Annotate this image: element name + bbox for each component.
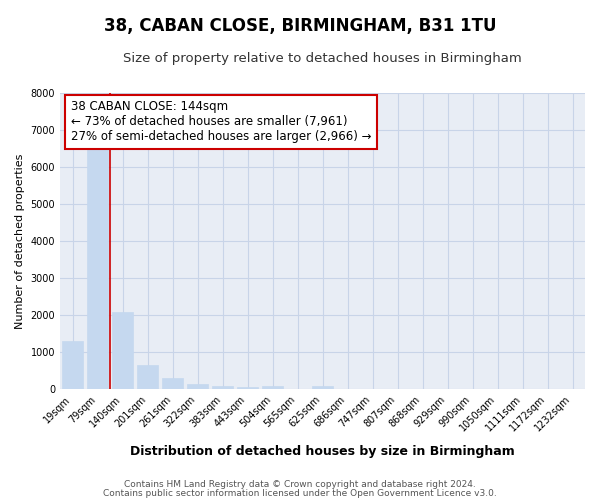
Text: Contains HM Land Registry data © Crown copyright and database right 2024.: Contains HM Land Registry data © Crown c… (124, 480, 476, 489)
Text: 38, CABAN CLOSE, BIRMINGHAM, B31 1TU: 38, CABAN CLOSE, BIRMINGHAM, B31 1TU (104, 18, 496, 36)
Text: 38 CABAN CLOSE: 144sqm
← 73% of detached houses are smaller (7,961)
27% of semi-: 38 CABAN CLOSE: 144sqm ← 73% of detached… (71, 100, 371, 144)
Bar (262, 386, 283, 390)
Bar (162, 378, 183, 390)
Text: Contains public sector information licensed under the Open Government Licence v3: Contains public sector information licen… (103, 489, 497, 498)
Bar (312, 386, 333, 390)
X-axis label: Distribution of detached houses by size in Birmingham: Distribution of detached houses by size … (130, 444, 515, 458)
Title: Size of property relative to detached houses in Birmingham: Size of property relative to detached ho… (123, 52, 522, 66)
Bar (62, 341, 83, 390)
Bar (237, 388, 258, 390)
Bar (212, 386, 233, 390)
Bar (137, 365, 158, 390)
Y-axis label: Number of detached properties: Number of detached properties (15, 154, 25, 329)
Bar (87, 145, 108, 390)
Bar (187, 384, 208, 390)
Bar (112, 312, 133, 390)
